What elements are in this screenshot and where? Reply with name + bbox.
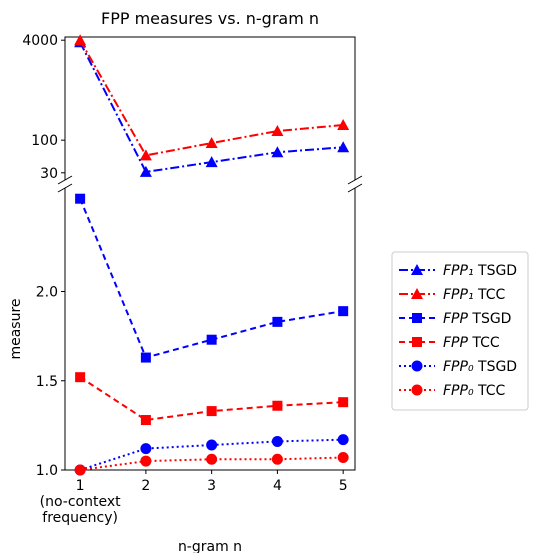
axis-break	[57, 175, 73, 185]
point	[271, 125, 284, 137]
y-tick-label: 4000	[22, 33, 58, 49]
point	[74, 34, 87, 46]
legend-label: FPP TCC	[443, 335, 500, 351]
x-tick-label: 3	[207, 478, 216, 494]
chart-title: FPP measures vs. n-gram n	[101, 9, 319, 28]
point	[271, 453, 283, 465]
axis-break	[347, 175, 363, 185]
point	[205, 156, 218, 168]
axis-break	[57, 183, 73, 193]
legend-label: FPP₁ TSGD	[443, 263, 517, 279]
point	[205, 137, 218, 149]
point	[75, 193, 86, 204]
legend-marker	[411, 264, 423, 275]
y-tick-label: 2.0	[36, 285, 58, 301]
legend-label: FPP₁ TCC	[443, 287, 506, 303]
point	[272, 400, 283, 411]
legend-marker	[412, 313, 422, 323]
axis-frame	[64, 36, 356, 180]
legend-label: FPP TSGD	[443, 311, 511, 327]
legend-marker	[411, 288, 423, 299]
point	[206, 439, 218, 451]
point	[338, 306, 349, 317]
point	[206, 453, 218, 465]
y-tick-label: 1.5	[36, 374, 58, 390]
point	[271, 146, 284, 158]
legend-label: FPP₀ TCC	[443, 383, 506, 399]
legend-marker	[411, 384, 423, 396]
x-tick-label: 5	[339, 478, 348, 494]
point	[139, 165, 152, 177]
x-tick-label: 1 (no-context frequency)	[40, 478, 121, 526]
point	[140, 415, 151, 426]
x-tick-label: 2	[141, 478, 150, 494]
point	[75, 372, 86, 383]
point	[140, 443, 152, 455]
y-tick-label: 30	[40, 166, 58, 182]
point	[338, 397, 349, 408]
point	[272, 316, 283, 327]
series-line	[79, 198, 344, 359]
axis-break	[347, 183, 363, 193]
legend-marker	[411, 360, 423, 372]
point	[271, 435, 283, 447]
point	[206, 406, 217, 417]
point	[74, 464, 86, 476]
y-tick-label: 1.0	[36, 463, 58, 479]
x-axis-label: n-gram n	[178, 539, 242, 553]
point	[337, 434, 349, 446]
point	[337, 141, 350, 153]
legend-label: FPP₀ TSGD	[443, 359, 517, 375]
legend-marker	[412, 337, 422, 347]
point	[140, 352, 151, 363]
y-tick-label: 100	[31, 133, 58, 149]
axis-frame	[64, 188, 356, 471]
y-axis-label: measure	[8, 298, 24, 359]
x-tick-label: 4	[273, 478, 282, 494]
series-line	[79, 41, 344, 174]
point	[140, 455, 152, 467]
point	[206, 334, 217, 345]
point	[337, 119, 350, 131]
point	[139, 149, 152, 161]
legend-box	[391, 251, 529, 411]
point	[337, 452, 349, 464]
